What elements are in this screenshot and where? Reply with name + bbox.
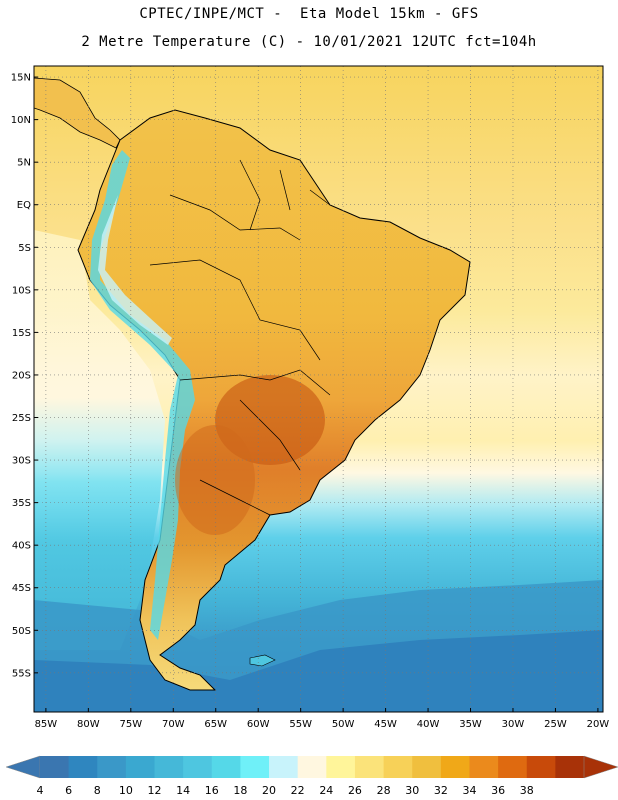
colorbar-swatch <box>269 756 299 778</box>
map-frame <box>33 65 604 713</box>
falklands <box>249 654 276 667</box>
colorbar-swatch <box>526 756 556 778</box>
lon-label: 25W <box>544 719 567 730</box>
colorbar-label: 26 <box>348 784 362 797</box>
lon-label: 35W <box>459 719 482 730</box>
colorbar-swatch <box>125 756 156 778</box>
colorbar-swatch <box>40 756 70 778</box>
longitude-labels: 85W 80W 75W 70W 65W 60W 55W 50W 45W 40W 35W 30W 25W 2… <box>35 719 610 730</box>
lat-label: 5N <box>17 158 31 169</box>
ocean-south-deep <box>34 630 603 712</box>
lon-label: 85W <box>35 719 58 730</box>
colorbar-swatch <box>97 756 127 778</box>
colorbar-swatch <box>440 756 470 778</box>
lon-label: 30W <box>502 719 525 730</box>
lat-label: 25S <box>12 413 31 424</box>
lon-label: 60W <box>247 719 270 730</box>
lat-label: 15N <box>11 73 31 84</box>
colorbar-label: 20 <box>262 784 276 797</box>
colorbar-label: 22 <box>291 784 305 797</box>
country-borders <box>149 159 331 516</box>
colorbar-label: 36 <box>491 784 505 797</box>
colorbar-swatch <box>383 756 413 778</box>
colorbar-label: 34 <box>462 784 476 797</box>
lat-label: 50S <box>12 626 31 637</box>
graticule <box>34 66 603 712</box>
lat-label: 10N <box>11 115 31 126</box>
colorbar-label: 24 <box>319 784 333 797</box>
colorbar-swatch <box>183 756 213 778</box>
central-america <box>34 77 121 149</box>
andes-cold <box>90 150 195 640</box>
colorbar-swatch <box>154 756 184 778</box>
colorbar-swatch <box>211 756 241 778</box>
colorbar-swatch <box>240 756 270 778</box>
lat-label: 20S <box>12 370 31 381</box>
colorbar-label: 32 <box>434 784 448 797</box>
colorbar-swatch <box>498 756 528 778</box>
colorbar-swatch <box>68 756 98 778</box>
lon-label: 50W <box>332 719 355 730</box>
colorbar-label: 16 <box>205 784 219 797</box>
colorbar-swatch <box>354 756 385 778</box>
lon-label: 70W <box>162 719 185 730</box>
colorbar-high-arrow <box>583 755 618 779</box>
colorbar-swatch <box>555 756 585 778</box>
lat-label: 45S <box>12 583 31 594</box>
lat-label: 40S <box>12 541 31 552</box>
lat-label: 30S <box>12 456 31 467</box>
colorbar-low-arrow <box>5 755 41 779</box>
colorbar-label: 38 <box>520 784 534 797</box>
colorbar-swatch <box>297 756 327 778</box>
lon-label: 55W <box>289 719 312 730</box>
andes-snow <box>98 195 172 345</box>
lat-label: 5S <box>18 243 31 254</box>
colorbar-swatch <box>412 756 442 778</box>
colorbar-label: 28 <box>377 784 391 797</box>
colorbar-label: 10 <box>119 784 133 797</box>
lat-label: 55S <box>12 668 31 679</box>
colorbar-swatch <box>326 756 356 778</box>
colorbar-label: 14 <box>176 784 190 797</box>
colorbar-label: 18 <box>233 784 247 797</box>
lon-label: 20W <box>587 719 610 730</box>
lon-label: 65W <box>204 719 227 730</box>
colorbar-label: 30 <box>405 784 419 797</box>
colorbar-label: 4 <box>37 784 44 797</box>
hot-core-2 <box>175 425 255 535</box>
lat-label: 15S <box>12 328 31 339</box>
colorbar-label: 12 <box>148 784 162 797</box>
colorbar-swatch <box>469 756 499 778</box>
chart-title: CPTEC/INPE/MCT - Eta Model 15km - GFS <box>139 6 479 22</box>
lat-label: 35S <box>12 498 31 509</box>
lon-label: 40W <box>417 719 440 730</box>
chart-subtitle: 2 Metre Temperature (C) - 10/01/2021 12U… <box>81 34 537 50</box>
lon-label: 45W <box>374 719 397 730</box>
latitude-labels: 15N 10N 5N EQ 5S 10S 15S 20S 25S 30S 35S 40S 45S 50S 5… <box>11 73 31 680</box>
colorbar-label: 6 <box>65 784 72 797</box>
colorbar-label: 8 <box>94 784 101 797</box>
lon-label: 80W <box>77 719 100 730</box>
lat-label: EQ <box>17 200 31 211</box>
lon-label: 75W <box>120 719 143 730</box>
lat-label: 10S <box>12 285 31 296</box>
